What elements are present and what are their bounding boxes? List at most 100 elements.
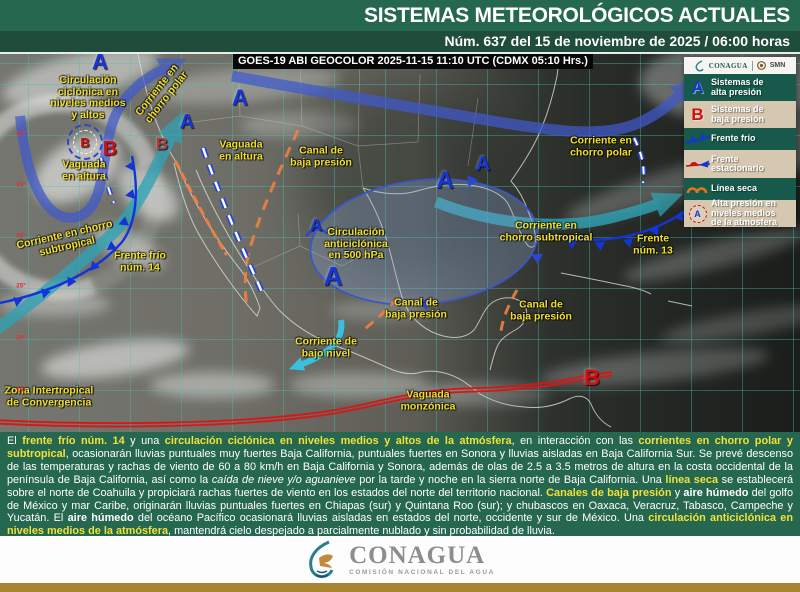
page-title: SISTEMAS METEOROLÓGICOS ACTUALES [0,0,800,31]
legend-item-label: Sistemas de alta presión [711,77,764,97]
map-label-low-level-jet-label: Corriente de bajo nivel [295,335,357,359]
latitude-label: 35° [16,181,26,189]
conagua-mini-logo-icon [695,59,704,71]
map-label-itcz-label: Zona Intertropical de Convergencia [4,384,94,408]
subtropical-jet-west-arrow [0,111,183,335]
forecast-text: El frente frío núm. 14 y una circulación… [0,432,800,538]
legend-item: Frente frío [684,128,796,150]
high-pressure-letter: A [232,85,248,110]
cold-front-icon [684,132,711,146]
high-pressure-letter-icon: A [691,77,704,97]
legend-smn-label: SMN [769,62,786,69]
bulletin-number-date: Núm. 637 del 15 de noviembre de 2025 / 0… [0,31,800,52]
forecast-segment: El [7,435,23,447]
legend-item-label: Frente frío [711,133,756,144]
latitude-label: 30° [16,232,26,240]
forecast-segment: y una [124,435,165,447]
map-features-layer [0,54,723,428]
forecast-segment: , mantendrá cielo despejado a parcialmen… [168,525,555,538]
forecast-segment: línea seca [665,473,719,486]
forecast-segment: aire húmedo [67,512,134,525]
legend-item: A Sistemas de alta presión [684,74,796,101]
smn-logo-icon [756,61,766,70]
map-label-subtropical-jet-east-label: Corriente en chorro subtropical [499,219,593,243]
map-label-anticyclonic-circulation-label: Circulación anticiclónica en 500 hPa [324,225,388,261]
divider [0,52,800,54]
polar-jet-east-arrow [231,70,699,138]
legend-item-label: Frente estacionario [711,153,765,173]
upper-trough-baja [200,147,266,297]
stationary-front-icon [684,157,711,171]
legend: CONAGUA SMN A Sistemas de alta presión B Si… [684,57,796,227]
map-label-low-pressure-channel-2-label: Canal de baja presión [385,296,447,320]
forecast-segment: caída de nieve y/o aguanieve [211,473,356,486]
forecast-segment: por la tarde y noche en la sierra norte … [355,473,666,486]
high-pressure-letter: A [309,215,323,235]
upper-trough-low [98,157,117,204]
map-label-low-pressure-channel-3-label: Canal de baja presión [510,298,572,322]
conagua-logo-icon [309,540,334,578]
legend-item: Frente estacionario [684,150,796,178]
legend-item-label: Alta presión en niveles medios de la atm… [711,198,778,228]
low-level-jet-arrow [288,319,345,371]
legend-item: Línea seca [684,178,796,200]
low-pressure-channel-2 [360,296,400,334]
latitude-label: 15° [16,386,26,394]
low-pressure-letter: B [102,138,118,160]
mid-level-high-icon: A [684,204,711,223]
forecast-segment: del golfo de México y mar Caribe, origin… [7,486,793,525]
legend-item-label: Línea seca [711,183,758,194]
divider [751,60,753,71]
low-pressure-letter: B [67,124,103,160]
legend-item-label: Sistemas de baja presión [711,104,765,124]
polar-jet-west-arrow [15,58,188,223]
map-label-cold-front-14-label: Frente frío núm. 14 [114,249,166,273]
legend-item: A Alta presión en niveles medios de la at… [684,198,796,228]
map-label-monsoon-trough-label: Vaguada monzónica [400,388,456,412]
forecast-segment: circulación anticiclónica en niveles med… [7,512,793,538]
forecast-segment: corrientes en chorro polar y subtropical [7,435,793,460]
satellite-image-caption: GOES-19 ABI GEOCOLOR 2025-11-15 11:10 UT… [233,54,593,69]
latitude-label: 40° [16,130,26,138]
low-pressure-letter-icon: B [691,104,704,124]
map-label-low-pressure-channel-1-label: Canal de baja presión [290,144,352,168]
legend-logos: CONAGUA SMN [684,57,796,74]
subtropical-jet-east-arrow [433,192,684,230]
forecast-segment: , en interacción con las [511,435,639,447]
legend-item: B Sistemas de baja presión [684,101,796,128]
footer: CONAGUA COMISIÓN NACIONAL DEL AGUA [0,536,800,583]
legend-conagua-label: CONAGUA [708,61,748,70]
forecast-segment: Canales de baja presión [546,486,672,499]
map-label-cold-front-13-label: Frente núm. 13 [633,232,673,256]
map-label-cyclonic-circulation-label: Circulación ciclónica en niveles medios … [50,74,126,121]
low-pressure-letter: B [584,365,600,390]
gold-bar [0,583,800,592]
latitude-label: 20° [16,334,26,342]
forecast-segment: frente frío núm. 14 [22,435,125,447]
high-pressure-letter: A [179,111,195,133]
forecast-segment: circulación ciclónica en niveles medios … [164,435,512,447]
high-pressure-letter: A [436,167,454,194]
anticyclone-flow-arrows [418,175,543,310]
low-pressure-letter: B [155,134,169,154]
map-label-polar-jet-east-label: Corriente en chorro polar [570,134,632,158]
high-pressure-letter: A [92,54,108,74]
high-pressure-letter: A [475,153,491,175]
anticyclone-500hpa [309,178,539,306]
map-label-upper-trough-west-label: Vaguada en altura [62,158,106,182]
cloud [150,372,275,398]
monsoon-trough-line [0,371,613,428]
dry-line [174,160,228,256]
conagua-name: CONAGUA [349,542,486,569]
satellite-map: Circulación ciclónica en niveles medios … [0,54,800,432]
forecast-segment: , ocasionarán lluvias puntuales muy fuer… [7,447,793,486]
forecast-segment: del océano Pacífico ocasionará lluvias a… [133,512,649,525]
cloud [240,112,360,138]
low-pressure-channel-3 [499,289,519,332]
high-pressure-letter: A [323,261,343,291]
anticyclone-curl [305,228,329,237]
forecast-segment: se establecerá sobre el norte de Coahuil… [7,473,793,499]
dry-line-icon [684,183,711,196]
forecast-segment: y [671,486,684,499]
